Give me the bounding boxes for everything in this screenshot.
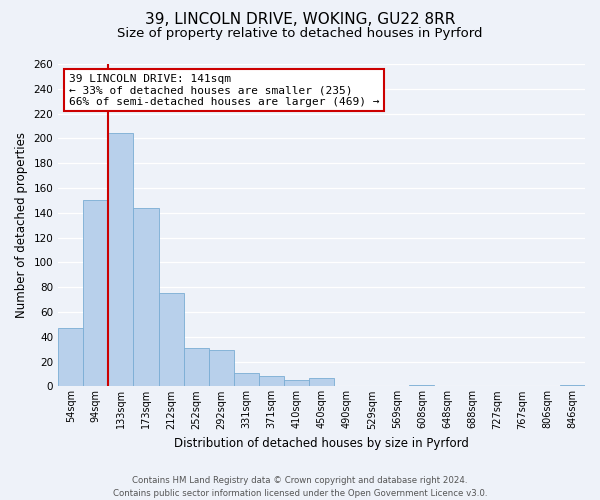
Bar	[109, 134, 133, 386]
Bar	[133, 208, 158, 386]
Text: 39 LINCOLN DRIVE: 141sqm
← 33% of detached houses are smaller (235)
66% of semi-: 39 LINCOLN DRIVE: 141sqm ← 33% of detach…	[69, 74, 379, 107]
Bar	[209, 350, 234, 386]
Bar	[158, 294, 184, 386]
Bar	[309, 378, 334, 386]
Bar	[58, 328, 83, 386]
Bar	[560, 385, 585, 386]
Text: Contains HM Land Registry data © Crown copyright and database right 2024.
Contai: Contains HM Land Registry data © Crown c…	[113, 476, 487, 498]
Text: Size of property relative to detached houses in Pyrford: Size of property relative to detached ho…	[117, 28, 483, 40]
Bar	[409, 385, 434, 386]
Bar	[184, 348, 209, 387]
X-axis label: Distribution of detached houses by size in Pyrford: Distribution of detached houses by size …	[174, 437, 469, 450]
Y-axis label: Number of detached properties: Number of detached properties	[15, 132, 28, 318]
Text: 39, LINCOLN DRIVE, WOKING, GU22 8RR: 39, LINCOLN DRIVE, WOKING, GU22 8RR	[145, 12, 455, 28]
Bar	[259, 376, 284, 386]
Bar	[83, 200, 109, 386]
Bar	[284, 380, 309, 386]
Bar	[234, 372, 259, 386]
